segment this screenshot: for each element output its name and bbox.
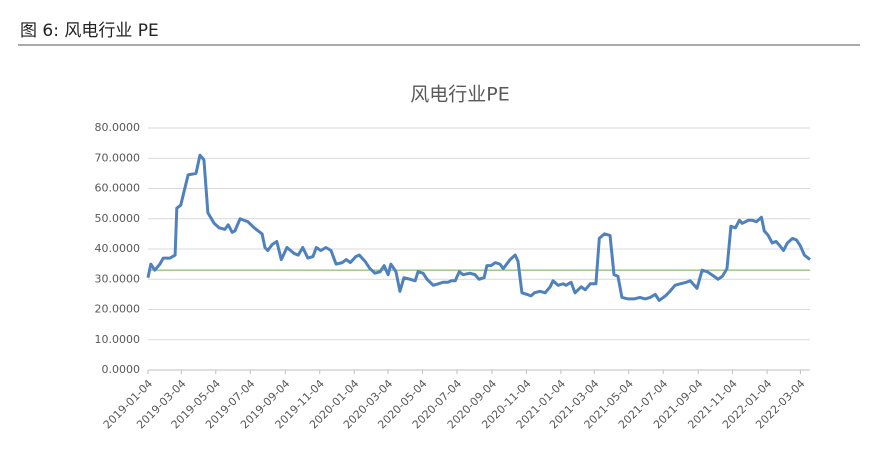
y-tick-label: 50.0000 [95, 212, 141, 225]
figure-label: 图 6: 风电行业 PE [20, 21, 159, 41]
y-tick-label: 60.0000 [95, 182, 141, 195]
y-tick-label: 70.0000 [95, 151, 141, 164]
y-tick-label: 10.0000 [95, 333, 141, 346]
y-tick-label: 30.0000 [95, 272, 141, 285]
y-tick-label: 80.0000 [95, 121, 141, 134]
y-tick-label: 20.0000 [95, 303, 141, 316]
data-line [146, 153, 811, 302]
y-tick-label: 40.0000 [95, 242, 141, 255]
chart-title: 风电行业PE [410, 84, 509, 106]
y-tick-label: 0.0000 [102, 363, 141, 376]
